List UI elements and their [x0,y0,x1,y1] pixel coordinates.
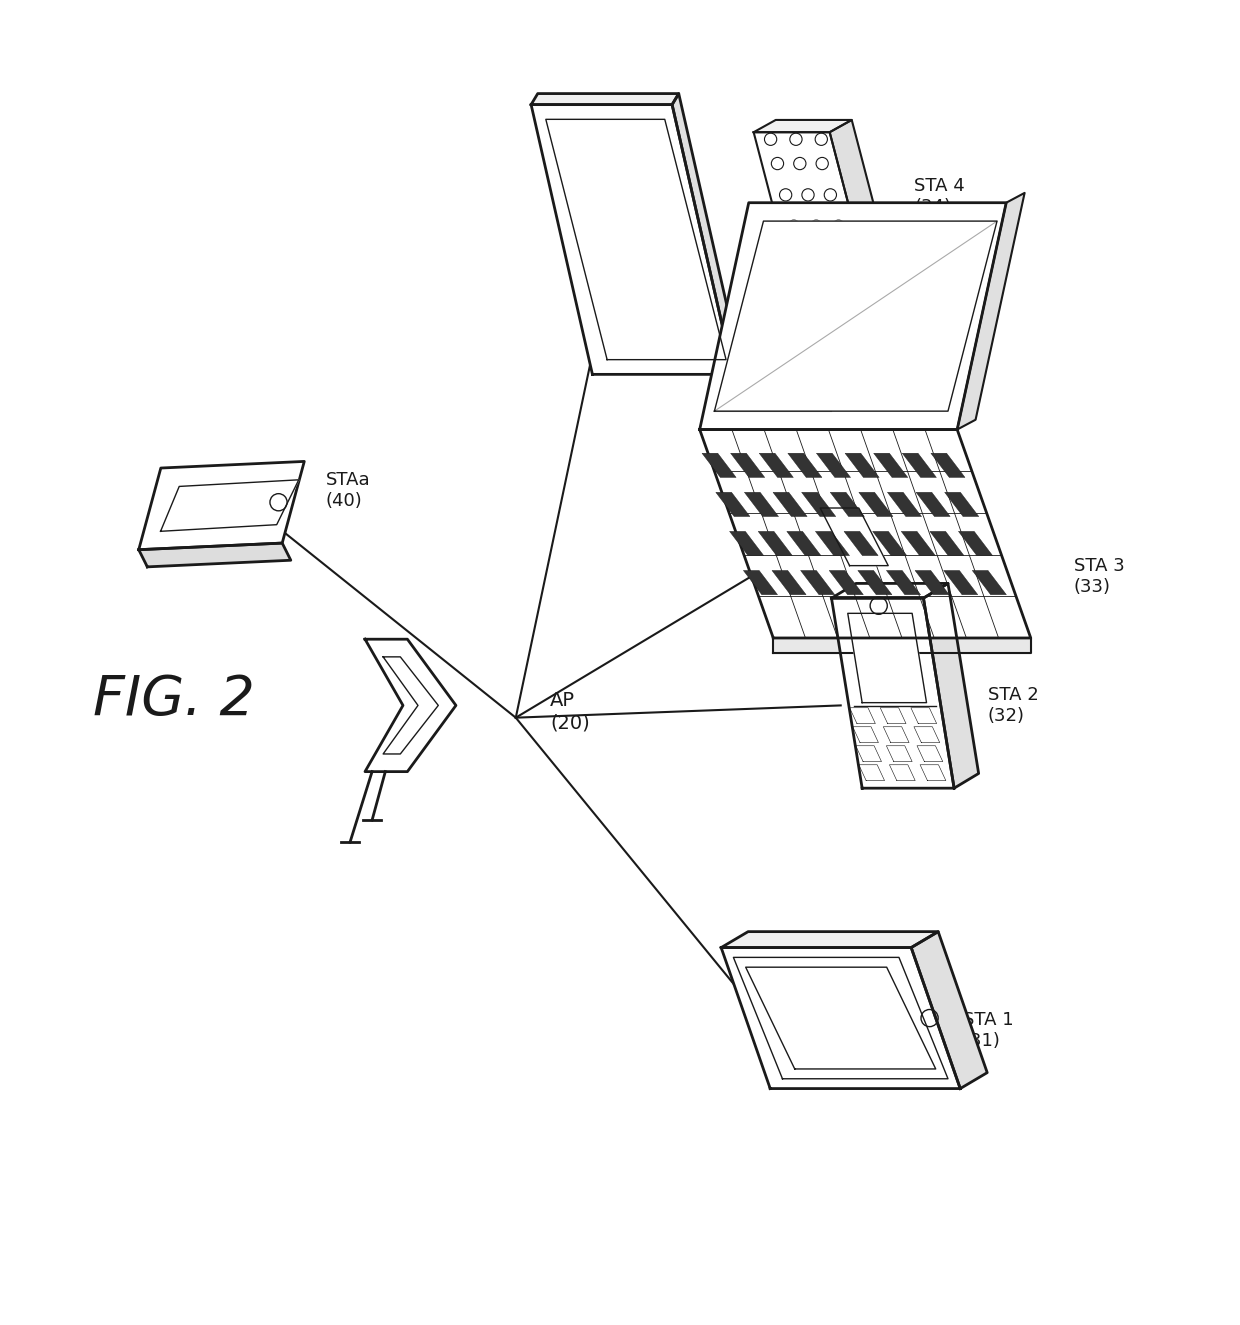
Polygon shape [759,453,794,477]
Text: STA 2
(32): STA 2 (32) [988,686,1039,725]
Polygon shape [365,639,456,771]
Polygon shape [844,453,879,477]
Polygon shape [844,531,878,555]
Polygon shape [730,453,765,477]
Polygon shape [139,461,304,550]
Polygon shape [848,613,926,702]
Polygon shape [957,193,1024,429]
Polygon shape [801,493,836,517]
Polygon shape [715,493,750,517]
Polygon shape [859,493,893,517]
Text: STA 4
(34): STA 4 (34) [914,178,965,216]
Polygon shape [546,119,727,359]
Polygon shape [744,493,779,517]
Text: STA 3
(33): STA 3 (33) [1074,558,1125,596]
Polygon shape [816,453,851,477]
Polygon shape [722,931,939,947]
Polygon shape [672,94,740,375]
Polygon shape [830,121,889,273]
Polygon shape [787,531,821,555]
Polygon shape [531,105,733,375]
Polygon shape [773,571,806,595]
Polygon shape [745,967,936,1069]
Polygon shape [733,958,949,1079]
Polygon shape [801,571,835,595]
Polygon shape [699,429,1030,637]
Polygon shape [160,480,299,531]
Polygon shape [787,453,822,477]
Polygon shape [972,571,1007,595]
Polygon shape [916,493,950,517]
Polygon shape [832,583,949,598]
Polygon shape [858,571,892,595]
Polygon shape [832,598,954,788]
Polygon shape [959,531,992,555]
Polygon shape [830,571,863,595]
Polygon shape [831,493,864,517]
Polygon shape [930,531,963,555]
Polygon shape [901,531,935,555]
Polygon shape [531,94,678,105]
Polygon shape [931,453,965,477]
Polygon shape [816,531,849,555]
Polygon shape [820,507,888,566]
Polygon shape [924,583,978,788]
Text: AP
(20): AP (20) [551,692,590,731]
Polygon shape [888,493,921,517]
Polygon shape [773,493,807,517]
Polygon shape [729,531,764,555]
Polygon shape [944,571,978,595]
Polygon shape [714,221,997,411]
Polygon shape [945,493,978,517]
Text: FIG. 2: FIG. 2 [93,673,254,726]
Polygon shape [887,571,920,595]
Text: STAa
(40): STAa (40) [326,472,371,510]
Polygon shape [754,121,852,132]
Polygon shape [873,531,906,555]
Polygon shape [722,947,960,1089]
Polygon shape [911,931,987,1089]
Polygon shape [915,571,949,595]
Polygon shape [743,571,777,595]
Polygon shape [774,637,1030,653]
Polygon shape [903,453,936,477]
Polygon shape [754,132,867,273]
Polygon shape [139,543,291,567]
Polygon shape [874,453,908,477]
Polygon shape [702,453,737,477]
Polygon shape [699,203,1006,429]
Polygon shape [758,531,792,555]
Text: STA 1
(31): STA 1 (31) [963,1011,1014,1049]
